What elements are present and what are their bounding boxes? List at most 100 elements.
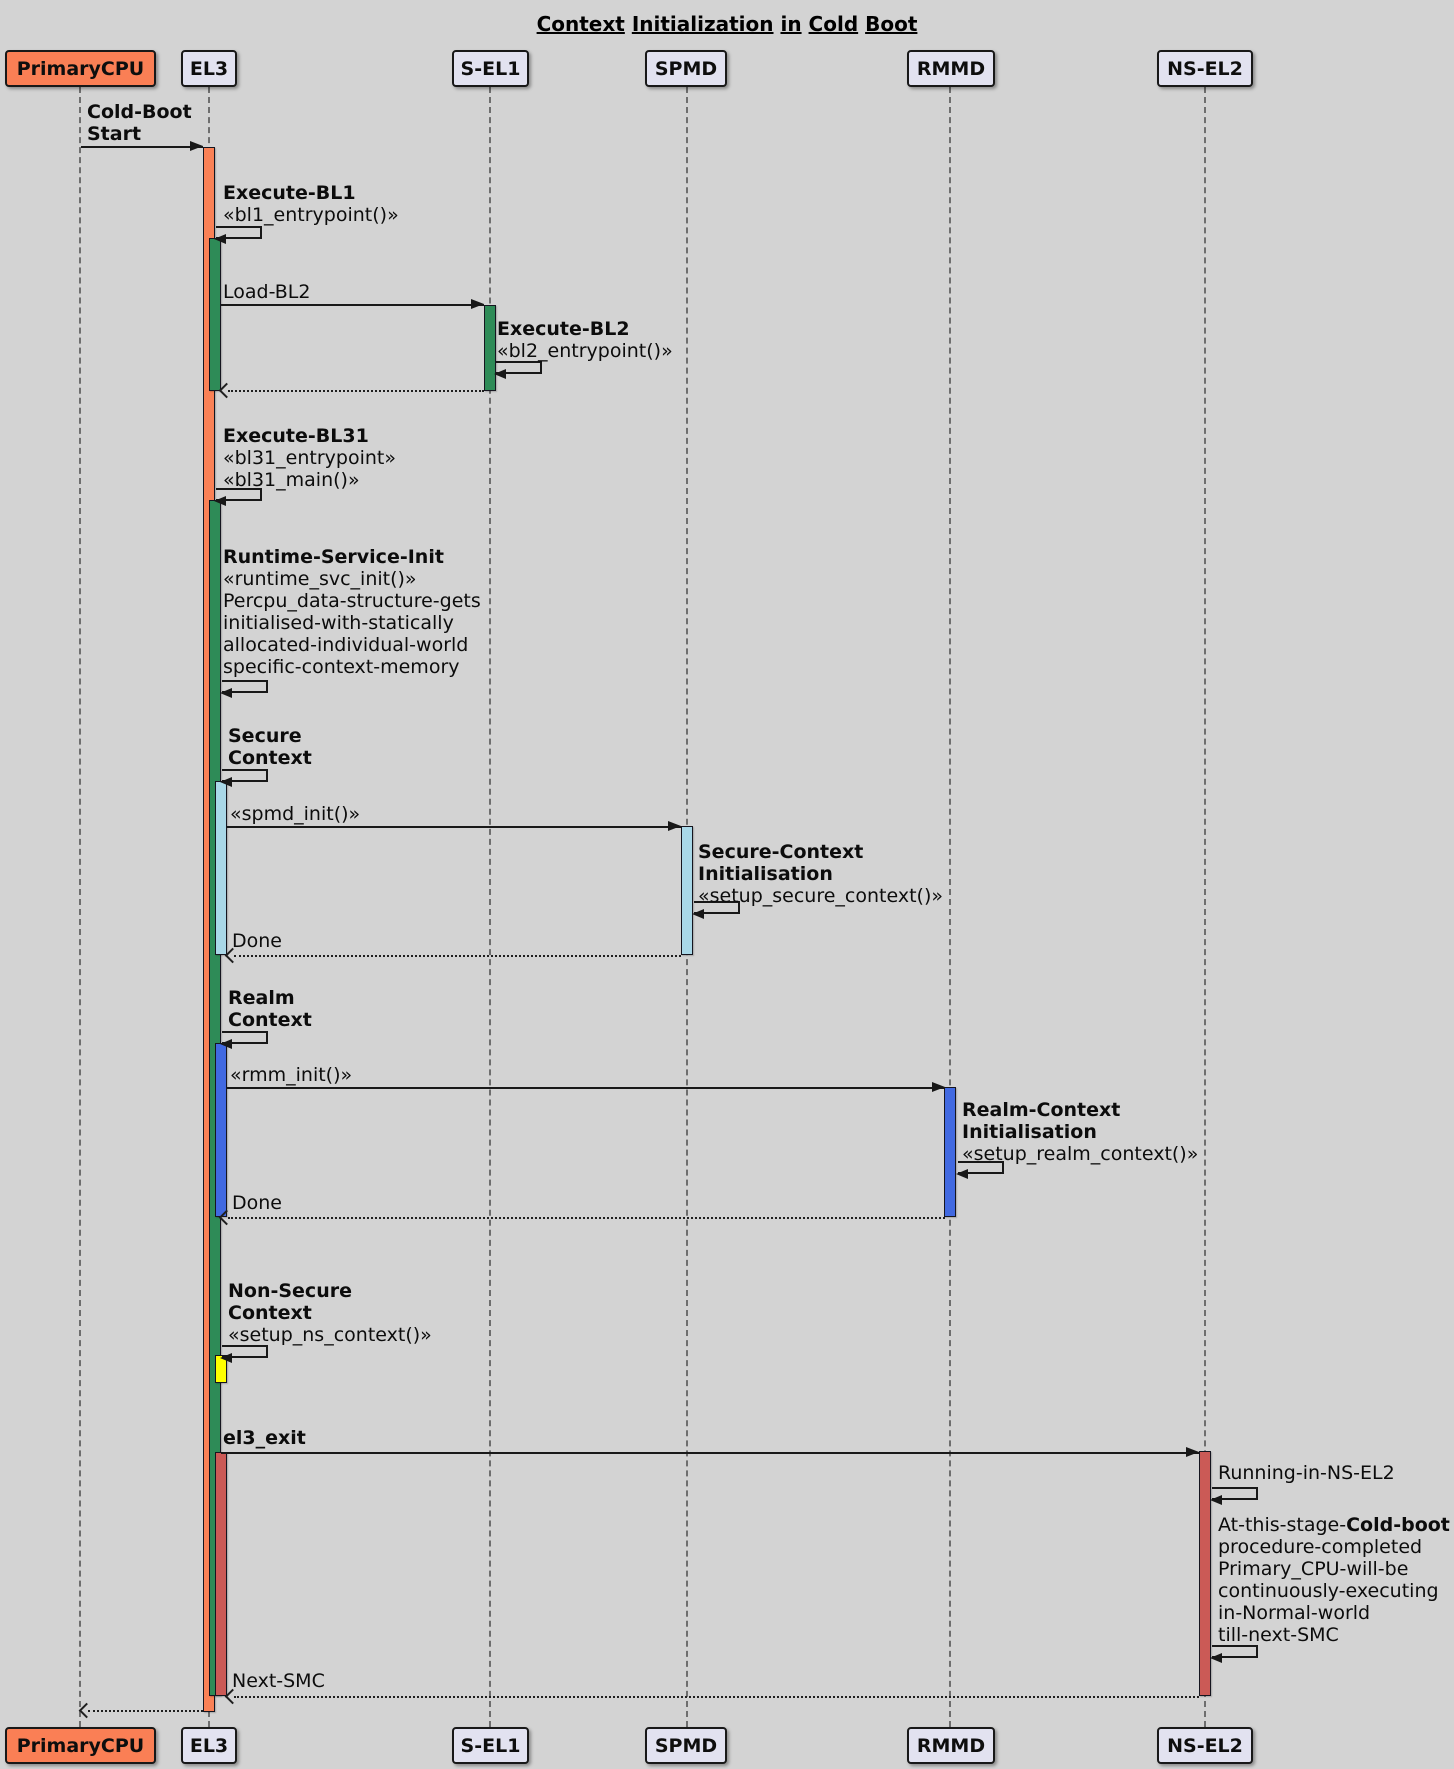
participant-s-el1-label: S-EL1 [460, 1734, 521, 1757]
activation-s-el1-bl2 [484, 305, 496, 391]
participant-spmd-label: SPMD [654, 1734, 718, 1757]
participant-primarycpu-bottom: PrimaryCPU [5, 1727, 156, 1764]
lifeline-ns-el2 [1204, 87, 1206, 1727]
participant-rmmd-label: RMMD [916, 57, 986, 80]
arrowhead-execute-bl1 [214, 234, 226, 244]
participant-ns-el2-label: NS-EL2 [1167, 57, 1243, 80]
message-line: continuously-executing [1218, 1580, 1439, 1602]
message-label-spmd-init: «spmd_init()» [230, 803, 360, 825]
message-line: At-this-stage-Cold-boot [1218, 1514, 1450, 1536]
lifeline-rmmd [949, 87, 951, 1727]
self-arrow-execute-bl1 [214, 226, 262, 244]
participant-ns-el2-top: NS-EL2 [1157, 50, 1253, 87]
message-line: «bl31_entrypoint» [223, 447, 396, 469]
participant-ns-el2-bottom: NS-EL2 [1157, 1727, 1253, 1764]
self-arrow-realm-context-init [956, 1161, 1004, 1179]
participant-spmd-top: SPMD [645, 50, 727, 87]
message-line: «setup_secure_context()» [698, 885, 943, 907]
message-line: Secure [228, 725, 302, 747]
message-line: till-next-SMC [1218, 1624, 1339, 1646]
lifeline-primarycpu [79, 87, 81, 1727]
message-label-realm-context-init: Realm-Context Initialisation «setup_real… [962, 1099, 1198, 1165]
participant-s-el1-top: S-EL1 [452, 50, 529, 87]
participant-primarycpu-label: PrimaryCPU [16, 1734, 145, 1757]
message-label-runtime-service-init: Runtime-Service-Init «runtime_svc_init()… [223, 546, 481, 678]
message-line: el3_exit [223, 1427, 306, 1449]
message-line-bold: Cold-boot [1346, 1514, 1450, 1536]
arrowhead-secure-context-init [692, 909, 704, 919]
message-label-ns-context: Non-Secure Context «setup_ns_context()» [228, 1280, 432, 1346]
activation-el3-realm-context [215, 1043, 227, 1217]
message-line: Execute-BL2 [497, 318, 630, 340]
participant-spmd-label: SPMD [654, 57, 718, 80]
activation-el3-bl1 [209, 238, 221, 391]
arrowhead-rmm-init [932, 1082, 945, 1092]
message-line: Initialisation [698, 863, 833, 885]
arrow-load-bl2 [221, 304, 484, 306]
arrowhead-cold-boot-start [190, 141, 203, 151]
message-line: Realm-Context [962, 1099, 1121, 1121]
message-label-load-bl2: Load-BL2 [223, 281, 310, 303]
arrow-return-bl2 [228, 390, 484, 392]
participant-el3-bottom: EL3 [181, 1727, 237, 1764]
message-line: «bl2_entrypoint()» [497, 340, 673, 362]
participant-primarycpu-label: PrimaryCPU [16, 57, 145, 80]
lifeline-s-el1 [489, 87, 491, 1727]
message-label-execute-bl31: Execute-BL31 «bl31_entrypoint» «bl31_mai… [223, 425, 396, 491]
message-line: «spmd_init()» [230, 803, 361, 825]
arrowhead-execute-bl2 [494, 369, 506, 379]
message-line: Done [232, 1192, 282, 1214]
message-line: Context [228, 747, 312, 769]
arrow-cold-boot-start [81, 146, 203, 148]
arrow-return-primarycpu [88, 1710, 203, 1712]
arrowhead-return-primarycpu [78, 1702, 95, 1719]
message-line: Secure-Context [698, 841, 864, 863]
participant-rmmd-top: RMMD [907, 50, 995, 87]
message-line: Percpu_data-structure-gets [223, 590, 481, 612]
message-line: allocated-individual-world [223, 634, 469, 656]
message-line: Runtime-Service-Init [223, 546, 444, 568]
self-arrow-secure-context [220, 769, 268, 787]
arrow-el3-exit [221, 1452, 1199, 1454]
message-label-execute-bl1: Execute-BL1 «bl1_entrypoint()» [223, 182, 399, 226]
participant-el3-label: EL3 [189, 57, 229, 80]
message-line: Start [87, 123, 142, 145]
message-line: Primary_CPU-will-be [1218, 1558, 1409, 1580]
self-arrow-cold-boot-complete [1210, 1645, 1258, 1663]
message-line: Realm [228, 987, 295, 1009]
arrowhead-realm-context-init [956, 1169, 968, 1179]
activation-ns-el2 [1199, 1451, 1211, 1696]
message-line: Context [228, 1302, 312, 1324]
activation-spmd [681, 826, 693, 955]
message-line: specific-context-memory [223, 656, 460, 678]
arrow-spmd-init [227, 826, 681, 828]
message-label-cold-boot: Cold-Boot Start [87, 101, 192, 145]
message-line: «setup_realm_context()» [962, 1143, 1199, 1165]
message-label-secure-context: Secure Context [228, 725, 312, 769]
participant-el3-top: EL3 [181, 50, 237, 87]
message-line: Execute-BL1 [223, 182, 356, 204]
arrow-next-smc [234, 1696, 1199, 1698]
participant-primarycpu-top: PrimaryCPU [5, 50, 156, 87]
diagram-title: Context Initialization in Cold Boot [536, 12, 918, 36]
self-arrow-running-ns-el2 [1210, 1487, 1258, 1505]
self-arrow-ns-context [220, 1345, 268, 1363]
message-line: Non-Secure [228, 1280, 352, 1302]
message-line: Load-BL2 [223, 281, 311, 303]
arrowhead-execute-bl31 [214, 496, 226, 506]
message-line: «runtime_svc_init()» [223, 568, 417, 590]
message-label-done-spmd: Done [232, 930, 282, 952]
message-line: Initialisation [962, 1121, 1097, 1143]
participant-rmmd-bottom: RMMD [907, 1727, 995, 1764]
message-line: Next-SMC [232, 1670, 325, 1692]
arrowhead-running-ns-el2 [1210, 1495, 1222, 1505]
message-label-secure-context-init: Secure-Context Initialisation «setup_sec… [698, 841, 943, 907]
arrowhead-spmd-init [668, 821, 681, 831]
message-line-prefix: At-this-stage- [1218, 1514, 1347, 1536]
message-line: Execute-BL31 [223, 425, 369, 447]
self-arrow-execute-bl2 [494, 361, 542, 379]
participant-s-el1-label: S-EL1 [460, 57, 521, 80]
arrowhead-secure-context [220, 777, 232, 787]
self-arrow-runtime-service-init [220, 680, 268, 698]
message-line: Running-in-NS-EL2 [1218, 1462, 1395, 1484]
